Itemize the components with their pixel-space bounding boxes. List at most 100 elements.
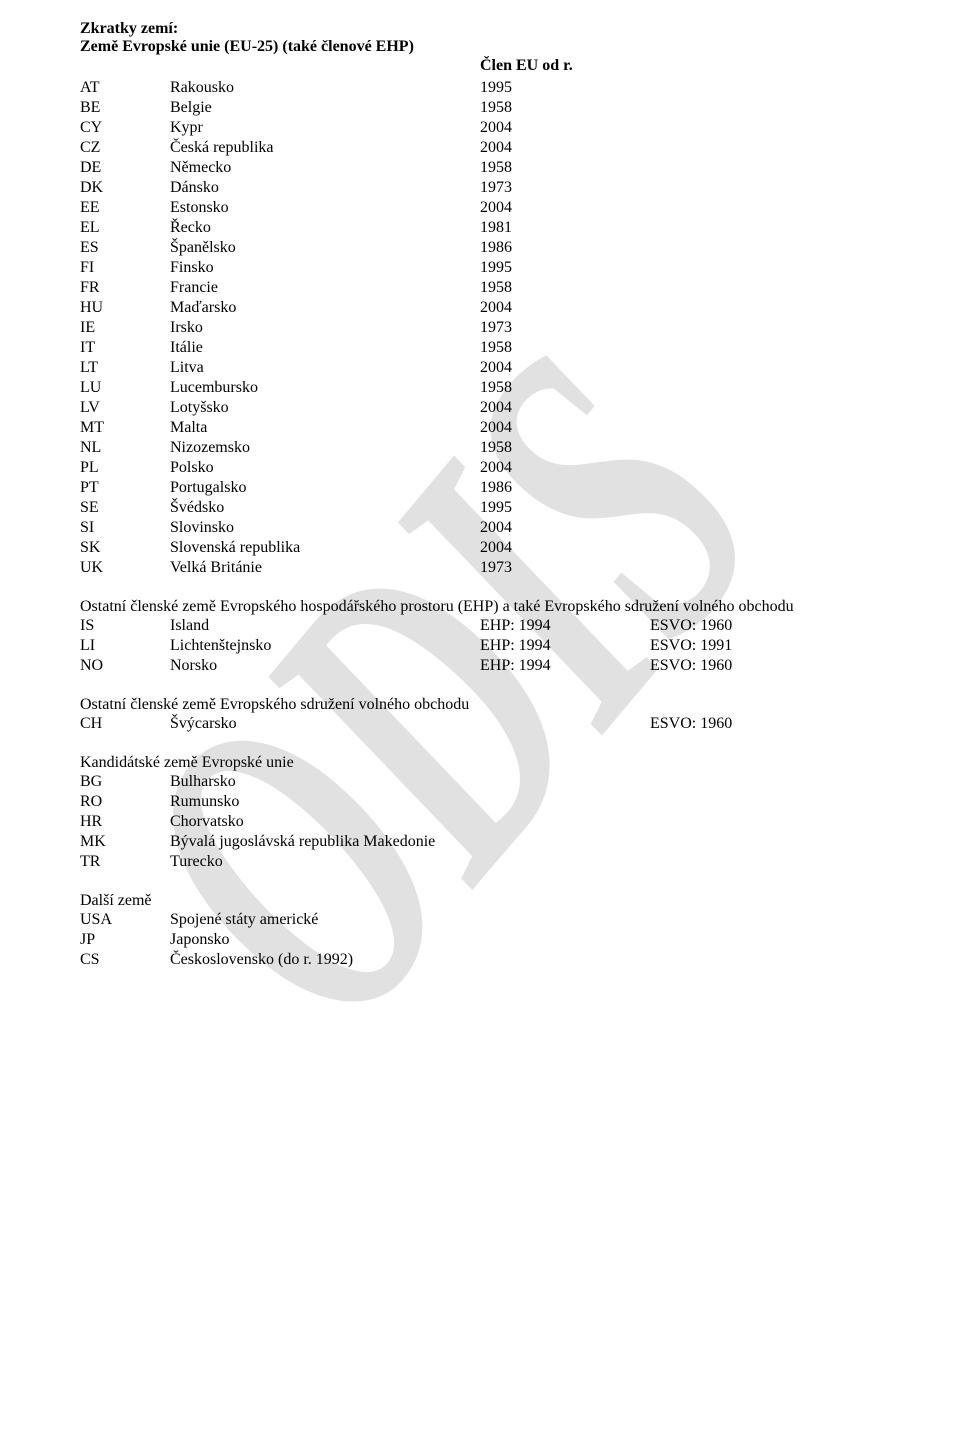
country-name: Slovenská republika — [170, 538, 480, 558]
country-code: USA — [80, 910, 170, 930]
subtitle: Země Evropské unie (EU-25) (také členové… — [80, 38, 480, 56]
country-year: 1958 — [480, 378, 610, 398]
country-name: Maďarsko — [170, 298, 480, 318]
table-row: HUMaďarsko2004 — [80, 298, 930, 318]
table-row: PLPolsko2004 — [80, 458, 930, 478]
other-intro: Další země — [80, 892, 930, 910]
table-row: UKVelká Británie1973 — [80, 558, 930, 578]
country-name: Itálie — [170, 338, 480, 358]
table-row: BEBelgie1958 — [80, 98, 930, 118]
table-row: LULucembursko1958 — [80, 378, 930, 398]
table-row: BGBulharsko — [80, 772, 930, 792]
country-name: Nizozemsko — [170, 438, 480, 458]
country-year: 1973 — [480, 178, 610, 198]
country-name: Československo (do r. 1992) — [170, 950, 353, 970]
document-content: Zkratky zemí: Země Evropské unie (EU-25)… — [0, 0, 960, 1000]
esvo-year: ESVO: 1960 — [650, 656, 732, 676]
table-row: ELŘecko1981 — [80, 218, 930, 238]
country-name: Švédsko — [170, 498, 480, 518]
eu25-table: ATRakousko1995BEBelgie1958CYKypr2004CZČe… — [80, 78, 930, 578]
table-row: RORumunsko — [80, 792, 930, 812]
country-code: LI — [80, 636, 170, 656]
country-name: Turecko — [170, 852, 223, 872]
country-name: Litva — [170, 358, 480, 378]
table-row: DKDánsko1973 — [80, 178, 930, 198]
country-name: Finsko — [170, 258, 480, 278]
table-row: HRChorvatsko — [80, 812, 930, 832]
table-row: CZČeská republika2004 — [80, 138, 930, 158]
country-year: 2004 — [480, 198, 610, 218]
table-row: LILichtenštejnskoEHP: 1994ESVO: 1991 — [80, 636, 930, 656]
country-name: Francie — [170, 278, 480, 298]
candidate-intro: Kandidátské země Evropské unie — [80, 754, 930, 772]
table-row: CYKypr2004 — [80, 118, 930, 138]
table-row: IEIrsko1973 — [80, 318, 930, 338]
country-code: ES — [80, 238, 170, 258]
country-code: SI — [80, 518, 170, 538]
table-row: SEŠvédsko1995 — [80, 498, 930, 518]
country-code: CH — [80, 714, 170, 734]
ehp-year: EHP: 1994 — [480, 636, 650, 656]
country-year: 1995 — [480, 498, 610, 518]
table-row: SKSlovenská republika2004 — [80, 538, 930, 558]
country-year: 2004 — [480, 458, 610, 478]
table-row: ISIslandEHP: 1994ESVO: 1960 — [80, 616, 930, 636]
country-name: Slovinsko — [170, 518, 480, 538]
table-row: JPJaponsko — [80, 930, 930, 950]
country-name: Malta — [170, 418, 480, 438]
country-code: UK — [80, 558, 170, 578]
country-code: FI — [80, 258, 170, 278]
table-row: ATRakousko1995 — [80, 78, 930, 98]
country-name: Lotyšsko — [170, 398, 480, 418]
country-year: 1986 — [480, 238, 610, 258]
table-row: FIFinsko1995 — [80, 258, 930, 278]
country-name: Kypr — [170, 118, 480, 138]
country-year: 1958 — [480, 158, 610, 178]
ehp-year: EHP: 1994 — [480, 656, 650, 676]
country-year: 2004 — [480, 118, 610, 138]
country-name: Švýcarsko — [170, 714, 650, 734]
country-code: HR — [80, 812, 170, 832]
country-name: Lichtenštejnsko — [170, 636, 480, 656]
country-code: MT — [80, 418, 170, 438]
country-code: CS — [80, 950, 170, 970]
table-row: ITItálie1958 — [80, 338, 930, 358]
country-name: Německo — [170, 158, 480, 178]
country-code: IE — [80, 318, 170, 338]
country-year: 2004 — [480, 418, 610, 438]
country-name: Chorvatsko — [170, 812, 244, 832]
page-title: Zkratky zemí: — [80, 20, 930, 38]
table-row: LVLotyšsko2004 — [80, 398, 930, 418]
header-year: Člen EU od r. — [480, 56, 610, 76]
country-code: RO — [80, 792, 170, 812]
candidate-section: Kandidátské země Evropské unie BGBulhars… — [80, 754, 930, 872]
country-year: 1958 — [480, 278, 610, 298]
country-code: BG — [80, 772, 170, 792]
country-code: PL — [80, 458, 170, 478]
country-year: 1995 — [480, 258, 610, 278]
country-code: SE — [80, 498, 170, 518]
country-code: DE — [80, 158, 170, 178]
table-row: ESŠpanělsko1986 — [80, 238, 930, 258]
country-code: LV — [80, 398, 170, 418]
country-code: EE — [80, 198, 170, 218]
country-name: Bývalá jugoslávská republika Makedonie — [170, 832, 435, 852]
country-code: HU — [80, 298, 170, 318]
country-code: FR — [80, 278, 170, 298]
efta-section: Ostatní členské země Evropského sdružení… — [80, 696, 930, 734]
country-name: Portugalsko — [170, 478, 480, 498]
table-row: PTPortugalsko1986 — [80, 478, 930, 498]
country-code: NO — [80, 656, 170, 676]
country-year: 2004 — [480, 518, 610, 538]
table-row: CSČeskoslovensko (do r. 1992) — [80, 950, 930, 970]
country-name: Dánsko — [170, 178, 480, 198]
country-code: BE — [80, 98, 170, 118]
country-code: LT — [80, 358, 170, 378]
table-row: FRFrancie1958 — [80, 278, 930, 298]
table-row: EEEstonsko2004 — [80, 198, 930, 218]
country-year: 1981 — [480, 218, 610, 238]
country-year: 1973 — [480, 318, 610, 338]
other-section: Další země USASpojené státy americkéJPJa… — [80, 892, 930, 970]
country-code: IT — [80, 338, 170, 358]
country-name: Japonsko — [170, 930, 230, 950]
